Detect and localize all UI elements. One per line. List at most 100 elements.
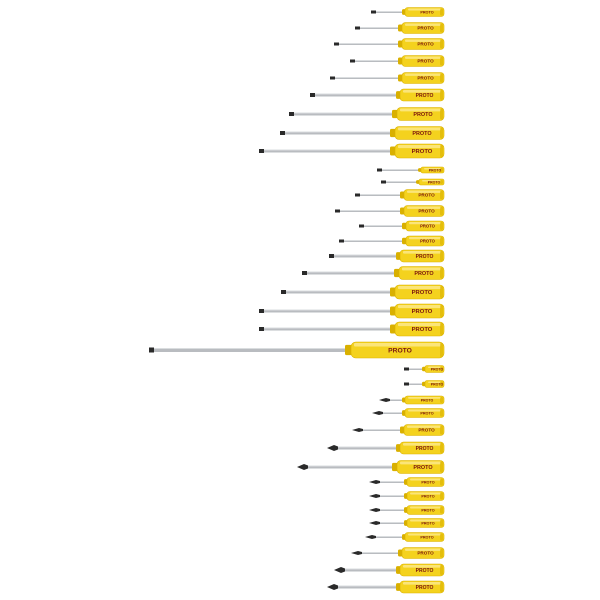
handle-end-cap: [440, 381, 443, 387]
shaft: [374, 495, 410, 497]
proto-logo: PROTO: [421, 508, 434, 512]
handle-end-cap: [440, 506, 443, 514]
handle-end-cap: [440, 533, 443, 541]
shaft: [339, 568, 402, 572]
shaft: [380, 169, 424, 171]
handle-highlight: [407, 190, 441, 193]
phillips-tip: [379, 398, 390, 402]
screwdriver-slotted: PROTO: [289, 107, 445, 121]
slotted-tip: [404, 382, 409, 386]
slotted-tip: [335, 209, 340, 213]
handle-highlight: [408, 8, 441, 11]
screwdriver-slotted: PROTO: [310, 88, 445, 102]
proto-logo: PROTO: [431, 382, 444, 386]
proto-logo: PROTO: [416, 446, 434, 452]
shaft: [338, 210, 406, 212]
screwdriver-slotted: PROTO: [377, 166, 445, 174]
handle-highlight: [405, 56, 441, 59]
phillips-tip: [327, 445, 338, 451]
handle-highlight: [400, 108, 441, 112]
handle-collar: [390, 287, 396, 297]
phillips-tip: [369, 508, 380, 512]
slotted-tip: [355, 193, 360, 197]
proto-logo: PROTO: [420, 224, 436, 229]
slotted-tip: [302, 271, 307, 275]
shaft: [362, 225, 408, 227]
phillips-tip: [327, 584, 338, 590]
screwdriver-slotted: PROTO: [329, 249, 445, 263]
handle-end-cap: [440, 443, 443, 453]
handle-end-cap: [440, 366, 443, 372]
handle-collar: [390, 128, 396, 138]
screwdriver-phillips: PROTO: [369, 505, 445, 515]
shaft: [358, 27, 404, 29]
proto-logo: PROTO: [417, 59, 434, 64]
shaft: [262, 309, 396, 313]
proto-logo: PROTO: [418, 209, 435, 214]
handle-end-cap: [440, 190, 443, 200]
screwdriver-phillips: PROTO: [365, 532, 445, 542]
shaft: [353, 60, 404, 62]
handle-end-cap: [440, 267, 443, 279]
handle-highlight: [422, 180, 441, 182]
shaft: [384, 181, 422, 183]
screwdriver-phillips: PROTO: [372, 408, 445, 418]
handle-end-cap: [440, 127, 443, 139]
screwdriver-slotted: PROTO: [371, 7, 445, 17]
handle-end-cap: [440, 39, 443, 49]
proto-logo: PROTO: [421, 398, 434, 402]
screwdriver-slotted: PROTO: [335, 205, 445, 217]
slotted-tip: [149, 347, 154, 353]
screwdriver-slotted: PROTO: [334, 38, 445, 50]
handle-highlight: [410, 519, 441, 522]
phillips-tip: [297, 464, 308, 470]
shaft: [262, 149, 396, 153]
slotted-tip: [259, 309, 264, 313]
shaft: [337, 43, 404, 45]
handle-end-cap: [440, 582, 443, 592]
screwdriver-slotted: PROTO: [259, 143, 445, 159]
screwdriver-slotted: PROTO: [355, 22, 445, 34]
slotted-tip: [334, 42, 339, 46]
proto-logo: PROTO: [418, 428, 435, 433]
screwdriver-slotted: PROTO: [355, 189, 445, 201]
shaft: [374, 11, 408, 13]
handle-collar: [345, 344, 352, 356]
handle-end-cap: [440, 108, 443, 120]
handle-end-cap: [440, 519, 443, 527]
handle-highlight: [409, 222, 441, 225]
proto-logo: PROTO: [428, 180, 441, 184]
handle-end-cap: [440, 8, 443, 16]
screwdriver-slotted: PROTO: [259, 303, 445, 319]
handle-end-cap: [440, 168, 443, 172]
handle-end-cap: [440, 145, 443, 157]
screwdriver-slotted: PROTO: [281, 284, 445, 300]
handle-end-cap: [440, 56, 443, 66]
screwdriver-phillips: PROTO: [352, 424, 445, 436]
shaft: [407, 368, 428, 370]
proto-logo: PROTO: [417, 42, 434, 47]
handle-highlight: [354, 343, 441, 347]
handle-end-cap: [440, 548, 443, 558]
screwdriver-slotted: PROTO: [302, 266, 445, 280]
slotted-tip: [259, 327, 264, 331]
proto-logo: PROTO: [421, 494, 434, 498]
shaft: [407, 383, 428, 385]
screwdriver-slotted: PROTO: [330, 72, 445, 84]
handle-highlight: [398, 286, 441, 290]
screwdriver-phillips: PROTO: [369, 518, 445, 528]
shaft: [332, 254, 402, 258]
proto-logo: PROTO: [416, 585, 434, 591]
shaft: [358, 194, 406, 196]
slotted-tip: [404, 367, 409, 371]
handle-end-cap: [440, 286, 443, 298]
slotted-tip: [329, 254, 334, 258]
handle-end-cap: [440, 492, 443, 500]
handle-highlight: [424, 168, 441, 170]
phillips-tip: [369, 521, 380, 525]
proto-logo: PROTO: [414, 271, 434, 277]
handle-highlight: [400, 461, 441, 465]
handle-highlight: [405, 23, 441, 26]
proto-logo: PROTO: [412, 149, 433, 155]
slotted-tip: [289, 112, 294, 116]
